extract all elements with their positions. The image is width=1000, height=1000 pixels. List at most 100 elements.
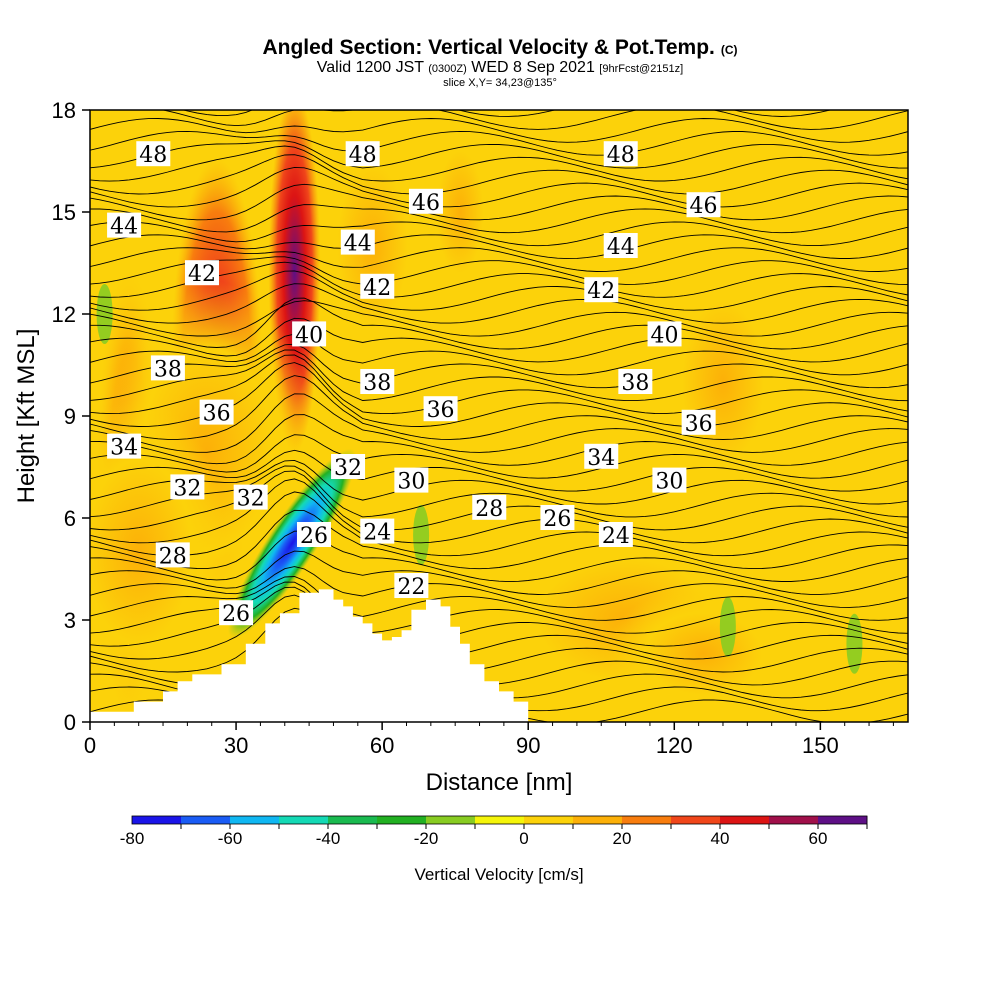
theta-label-box	[540, 505, 575, 530]
theta-contour-line	[90, 550, 908, 595]
theta-contour-line	[90, 204, 908, 234]
colorbar-label: -20	[414, 829, 439, 848]
theta-label-text: 36	[203, 402, 231, 427]
theta-contour-line	[90, 594, 908, 660]
theta-label: 32	[233, 484, 268, 512]
theta-label-text: 44	[344, 232, 372, 257]
theta-label-text: 40	[651, 323, 679, 348]
theta-label-text: 32	[334, 456, 362, 481]
theta-label-box	[233, 484, 268, 510]
theta-contour-line	[90, 333, 908, 376]
theta-contour-line	[90, 118, 908, 143]
theta-label-box	[647, 321, 682, 347]
theta-label-text: 48	[349, 143, 377, 168]
theta-label-text: 40	[295, 323, 323, 348]
theta-label-box	[652, 467, 687, 493]
theta-label-box	[331, 454, 366, 479]
theta-label-box	[603, 141, 638, 167]
theta-contour-line	[90, 354, 908, 415]
colorbar-swatch	[720, 816, 770, 824]
colorbar-title: Vertical Velocity [cm/s]	[414, 865, 583, 884]
theta-label: 34	[584, 443, 619, 471]
theta-label-box	[360, 273, 395, 299]
weak-updraft-area	[654, 246, 792, 518]
colorbar-swatch	[671, 816, 721, 824]
theta-label-box	[136, 141, 171, 167]
theta-label-box	[184, 260, 219, 286]
theta-label-text: 44	[607, 235, 635, 260]
theta-label: 26	[219, 600, 254, 627]
x-tick-label: 150	[802, 733, 839, 758]
theta-label-box	[170, 474, 205, 500]
theta-label-box	[340, 229, 375, 255]
theta-contour-line	[90, 343, 908, 389]
weak-downdraft-patch	[413, 505, 430, 565]
chart-subtitle: Valid 1200 JST (0300Z) WED 8 Sep 2021 [9…	[0, 60, 1000, 77]
theta-contour-line	[90, 256, 908, 285]
theta-label-text: 38	[154, 357, 182, 382]
theta-label-text: 24	[363, 521, 391, 546]
theta-label-box	[394, 467, 429, 493]
theta-label: 46	[408, 188, 443, 216]
theta-label-box	[686, 192, 721, 218]
theta-label-text: 46	[412, 191, 440, 216]
theta-contour-line	[181, 110, 832, 117]
colorbar-swatch	[769, 816, 819, 824]
theta-contour-line	[90, 234, 908, 260]
colorbar-swatch	[818, 816, 868, 824]
theta-label-text: 34	[587, 446, 615, 471]
colorbar-frame	[131, 815, 868, 825]
colorbar-swatch	[230, 816, 280, 824]
theta-label: 38	[618, 369, 653, 396]
theta-label: 44	[340, 229, 375, 257]
theta-contour-line	[90, 459, 908, 505]
theta-contour-line	[90, 183, 908, 221]
theta-label: 46	[686, 192, 721, 219]
theta-label-text: 48	[607, 143, 635, 168]
theta-contour-line	[90, 297, 908, 350]
x-tick-label: 30	[224, 733, 248, 758]
theta-contour-line	[90, 283, 908, 324]
theta-label-box	[598, 522, 633, 547]
theta-label: 38	[150, 355, 185, 382]
theta-contour-line	[90, 221, 908, 247]
title-text: Angled Section: Vertical Velocity & Pot.…	[262, 36, 715, 59]
y-tick-label: 3	[64, 608, 76, 633]
theta-contour-line	[90, 247, 908, 272]
theta-label: 24	[598, 522, 633, 549]
theta-contour-line	[90, 349, 908, 402]
theta-contour-line	[90, 509, 908, 570]
theta-contour-line	[90, 375, 908, 440]
y-tick-label: 0	[64, 710, 76, 735]
theta-label-text: 38	[621, 371, 649, 396]
theta-label-box	[150, 355, 185, 381]
colorbar-label: -40	[316, 829, 341, 848]
theta-label: 28	[472, 494, 507, 522]
theta-contour-line	[161, 110, 908, 130]
theta-contour-line	[90, 449, 908, 492]
theta-contour-line	[90, 607, 908, 673]
colorbar-swatch	[426, 816, 476, 824]
theta-label: 44	[603, 233, 638, 260]
colorbar-swatch	[377, 816, 427, 824]
theta-label: 28	[155, 542, 190, 569]
theta-label-text: 46	[690, 194, 718, 219]
theta-label: 48	[345, 141, 380, 168]
y-tick-label: 12	[52, 302, 76, 327]
weak-downdraft-patch	[719, 596, 736, 657]
x-tick-label: 90	[516, 733, 540, 758]
theta-contours	[90, 110, 908, 722]
theta-label: 38	[360, 369, 395, 396]
theta-label-text: 48	[139, 143, 167, 168]
theta-label: 26	[296, 522, 331, 549]
theta-label-text: 22	[397, 575, 425, 600]
theta-label-box	[345, 141, 380, 167]
theta-label-box	[618, 369, 653, 394]
colorbar-swatch	[524, 816, 574, 824]
colorbar-swatch	[132, 816, 182, 824]
y-tick-label: 6	[64, 506, 76, 531]
chart-title: Angled Section: Vertical Velocity & Pot.…	[0, 36, 1000, 60]
theta-label-box	[584, 277, 619, 303]
colorbar-label: -80	[120, 829, 145, 848]
